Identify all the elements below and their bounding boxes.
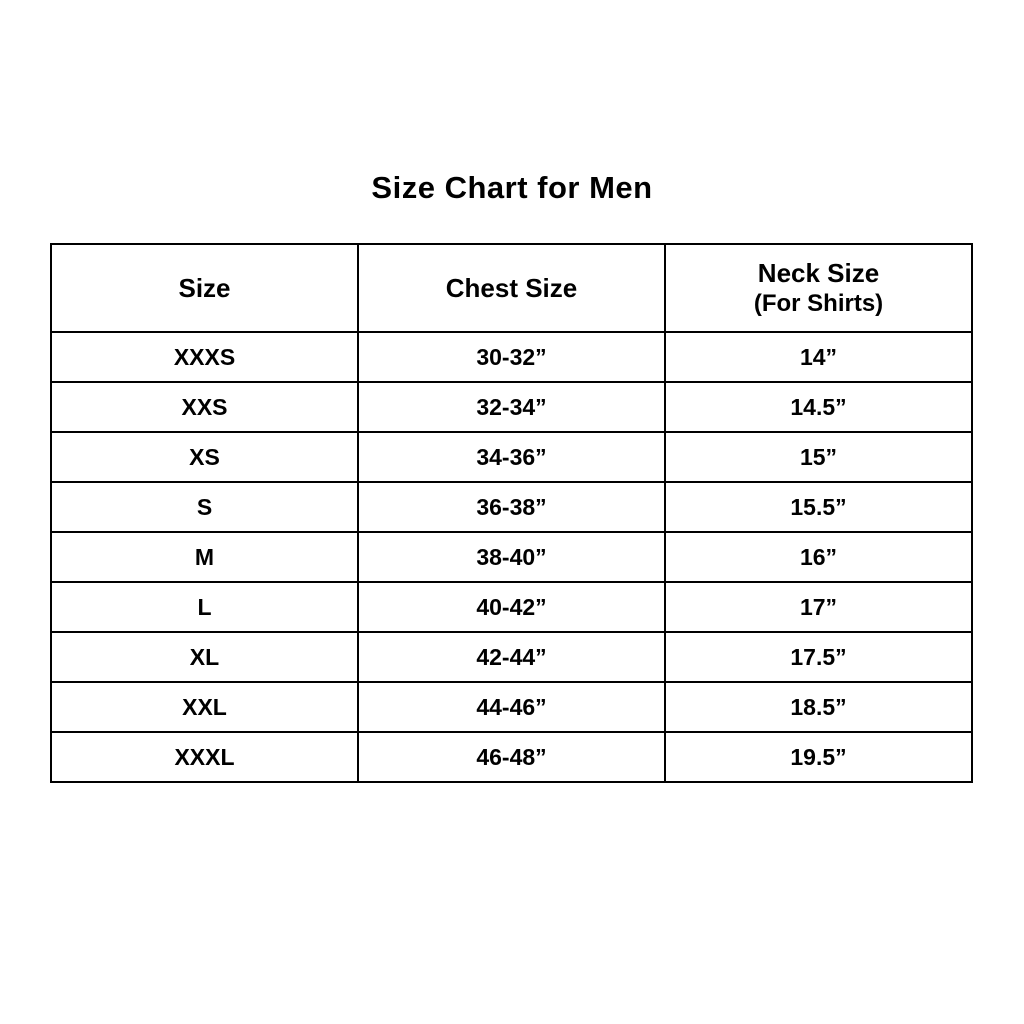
cell-size: XXXS (50, 331, 359, 383)
cell-size: XXL (50, 681, 359, 733)
cell-neck-size: 14.5” (664, 381, 973, 433)
cell-neck-size: 19.5” (664, 731, 973, 783)
cell-chest-size: 38-40” (357, 531, 666, 583)
cell-chest-size: 30-32” (357, 331, 666, 383)
cell-neck-size: 17” (664, 581, 973, 633)
cell-chest-size: 42-44” (357, 631, 666, 683)
table-row: M 38-40” 16” (50, 531, 973, 583)
column-header-size: Size (50, 243, 359, 333)
table-row: XXXS 30-32” 14” (50, 331, 973, 383)
cell-chest-size: 44-46” (357, 681, 666, 733)
cell-size: S (50, 481, 359, 533)
cell-size: M (50, 531, 359, 583)
table-row: XXS 32-34” 14.5” (50, 381, 973, 433)
table-header-row: Size Chest Size Neck Size (For Shirts) (50, 243, 973, 333)
table-row: XL 42-44” 17.5” (50, 631, 973, 683)
cell-chest-size: 40-42” (357, 581, 666, 633)
cell-size: XS (50, 431, 359, 483)
column-header-neck-size-line2: (For Shirts) (753, 290, 884, 318)
table-row: S 36-38” 15.5” (50, 481, 973, 533)
cell-neck-size: 17.5” (664, 631, 973, 683)
cell-size: XXS (50, 381, 359, 433)
cell-size: L (50, 581, 359, 633)
cell-neck-size: 14” (664, 331, 973, 383)
table-row: XXL 44-46” 18.5” (50, 681, 973, 733)
cell-size: XXXL (50, 731, 359, 783)
cell-chest-size: 36-38” (357, 481, 666, 533)
column-header-chest-size: Chest Size (357, 243, 666, 333)
cell-chest-size: 32-34” (357, 381, 666, 433)
cell-neck-size: 16” (664, 531, 973, 583)
cell-chest-size: 34-36” (357, 431, 666, 483)
cell-neck-size: 18.5” (664, 681, 973, 733)
cell-neck-size: 15” (664, 431, 973, 483)
table-row: XS 34-36” 15” (50, 431, 973, 483)
column-header-neck-size-line1: Neck Size (757, 257, 880, 288)
cell-chest-size: 46-48” (357, 731, 666, 783)
cell-neck-size: 15.5” (664, 481, 973, 533)
size-table: Size Chest Size Neck Size (For Shirts) X… (50, 243, 973, 783)
table-row: XXXL 46-48” 19.5” (50, 731, 973, 783)
table-row: L 40-42” 17” (50, 581, 973, 633)
column-header-neck-size: Neck Size (For Shirts) (664, 243, 973, 333)
page-title: Size Chart for Men (371, 170, 653, 205)
cell-size: XL (50, 631, 359, 683)
